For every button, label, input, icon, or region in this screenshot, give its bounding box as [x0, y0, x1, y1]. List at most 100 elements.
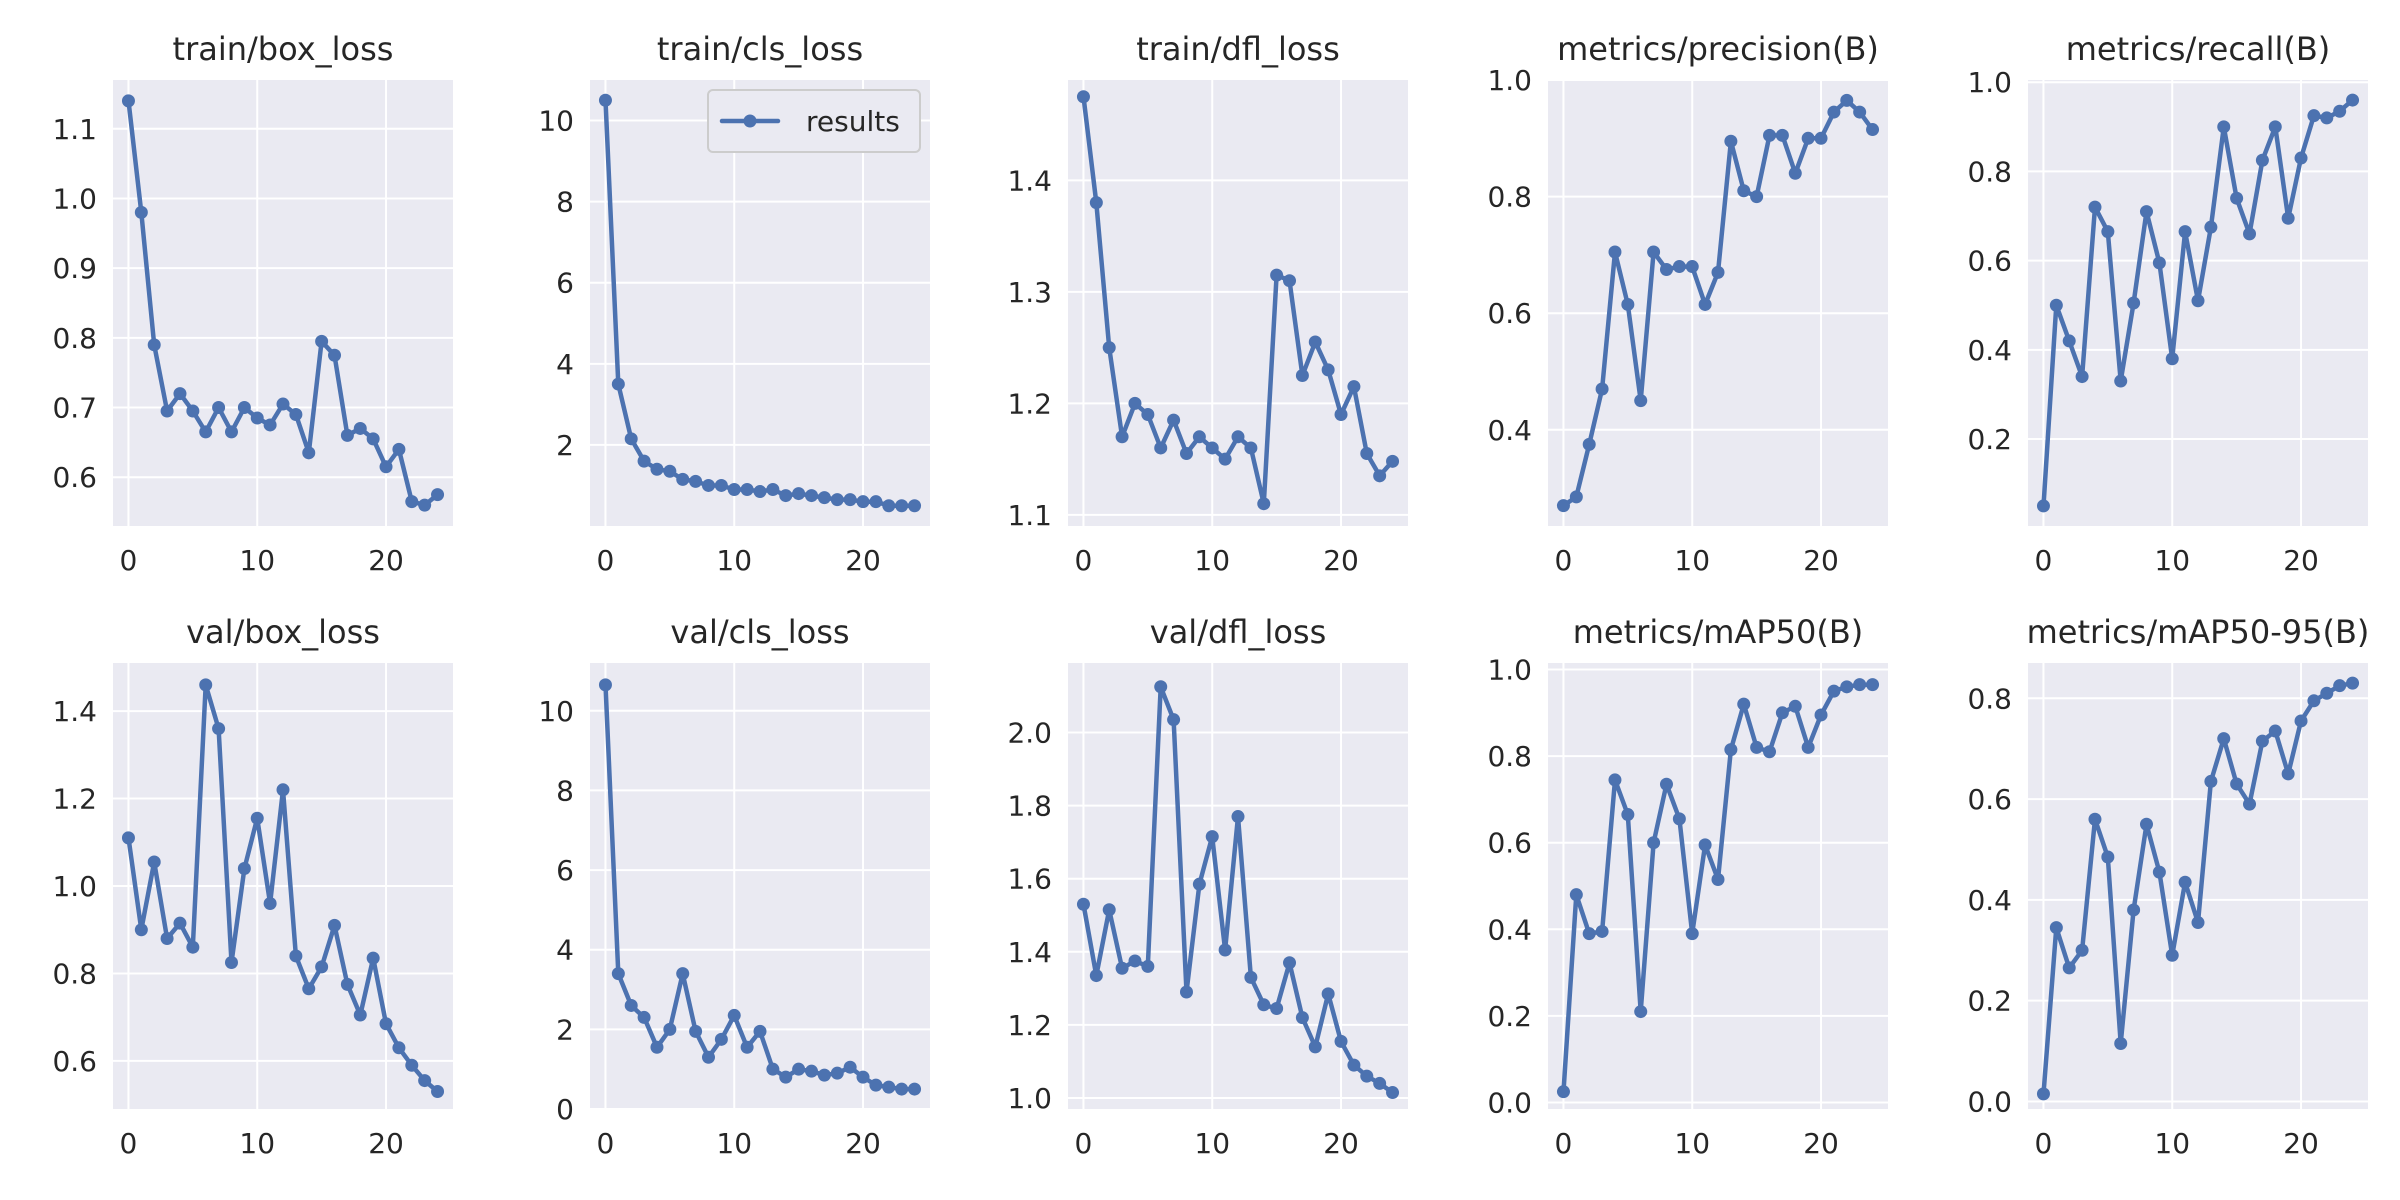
data-point [2165, 352, 2179, 366]
data-point [212, 722, 226, 736]
data-point [689, 1024, 703, 1038]
chart-title: metrics/mAP50(B) [1573, 613, 1864, 651]
data-point [392, 442, 406, 456]
data-point [1386, 1086, 1400, 1100]
data-point [714, 478, 728, 492]
y-tick-label: 0.8 [52, 957, 97, 990]
x-tick-label: 0 [1555, 1127, 1573, 1160]
chart-panel-8: 0 10 20 0.0 0.2 0.4 0.6 0.8 1.0 metrics/mAP50(B) [1487, 613, 1888, 1160]
x-tick-label: 10 [2154, 544, 2190, 577]
data-point [199, 425, 213, 439]
data-point [624, 998, 638, 1012]
data-point [637, 454, 651, 468]
data-point [2191, 916, 2205, 930]
data-point [753, 1024, 767, 1038]
x-tick-label: 10 [239, 544, 275, 577]
data-point [379, 1017, 393, 1031]
x-tick-label: 20 [368, 544, 404, 577]
data-point [1179, 985, 1193, 999]
y-tick-label: 10 [538, 105, 574, 138]
y-tick-label: 1.0 [1487, 64, 1532, 97]
chart-panel-0: 0 10 20 0.6 0.7 0.8 0.9 1.0 1.1 train/box_loss [52, 30, 453, 577]
data-point [418, 498, 432, 512]
data-point [1257, 497, 1271, 511]
y-tick-label: 1.4 [1007, 936, 1052, 969]
chart-panel-7: 0 10 20 1.0 1.2 1.4 1.6 1.8 2.0 val/dfl_loss [1007, 613, 1408, 1160]
data-point [650, 462, 664, 476]
x-tick-label: 10 [716, 1127, 752, 1160]
y-tick-label: 0.4 [1487, 913, 1532, 946]
x-tick-label: 0 [120, 544, 138, 577]
data-point [1608, 245, 1622, 259]
data-point [2230, 191, 2244, 205]
data-point [2204, 774, 2218, 788]
x-tick-label: 0 [1075, 1127, 1093, 1160]
x-tick-label: 20 [845, 544, 881, 577]
data-point [1827, 105, 1841, 119]
data-point [2294, 151, 2308, 165]
data-point [1205, 830, 1219, 844]
data-point [727, 1008, 741, 1022]
data-point [1128, 396, 1142, 410]
y-tick-label: 1.2 [52, 783, 97, 816]
data-point [2346, 93, 2360, 107]
data-point [1386, 454, 1400, 468]
y-tick-label: 1.2 [1007, 387, 1052, 420]
data-point [328, 918, 342, 932]
y-tick-label: 6 [556, 854, 574, 887]
data-point [1270, 1001, 1284, 1015]
data-point [1076, 90, 1090, 104]
data-point [2036, 1087, 2050, 1101]
data-point [830, 493, 844, 507]
legend-box [707, 89, 921, 153]
data-point [779, 1070, 793, 1084]
data-point [1750, 740, 1764, 754]
y-tick-label: 4 [556, 934, 574, 967]
data-point [1115, 430, 1129, 444]
data-point [1334, 408, 1348, 421]
data-point [2088, 812, 2102, 826]
data-point [1154, 680, 1168, 694]
data-point [1089, 969, 1103, 983]
data-point [1750, 190, 1764, 204]
y-tick-label: 0.0 [1967, 1085, 2012, 1118]
x-tick-label: 20 [2283, 544, 2319, 577]
y-tick-label: 1.8 [1007, 790, 1052, 823]
data-point [366, 951, 380, 965]
data-point [740, 483, 754, 497]
data-point [1244, 441, 1258, 455]
chart-title: train/dfl_loss [1136, 30, 1340, 68]
data-point [1569, 490, 1583, 504]
chart-title: metrics/mAP50-95(B) [2027, 613, 2370, 651]
plot-area [590, 80, 930, 526]
data-point [1360, 447, 1374, 461]
data-point [1257, 998, 1271, 1012]
data-point [663, 464, 677, 478]
data-point [2152, 865, 2166, 879]
data-point [1308, 1040, 1322, 1054]
data-point [1698, 297, 1712, 311]
data-point [1231, 810, 1245, 824]
x-tick-label: 0 [120, 1127, 138, 1160]
data-point [160, 404, 174, 418]
y-tick-label: 2 [556, 1013, 574, 1046]
data-point [2049, 298, 2063, 312]
data-point [1647, 245, 1661, 259]
data-point [2139, 817, 2153, 831]
data-point [1283, 956, 1297, 970]
data-point [908, 1082, 922, 1096]
x-tick-label: 20 [845, 1127, 881, 1160]
y-tick-label: 1.4 [1007, 164, 1052, 197]
data-point [1840, 93, 1854, 107]
data-point [2139, 205, 2153, 219]
data-point [624, 432, 638, 446]
data-point [2294, 714, 2308, 728]
data-point [1853, 105, 1867, 119]
y-tick-label: 1.1 [1007, 499, 1052, 532]
data-point [1866, 678, 1880, 692]
data-point [1737, 184, 1751, 198]
data-point [418, 1074, 432, 1088]
y-tick-label: 6 [556, 267, 574, 300]
y-tick-label: 0.0 [1487, 1087, 1532, 1120]
